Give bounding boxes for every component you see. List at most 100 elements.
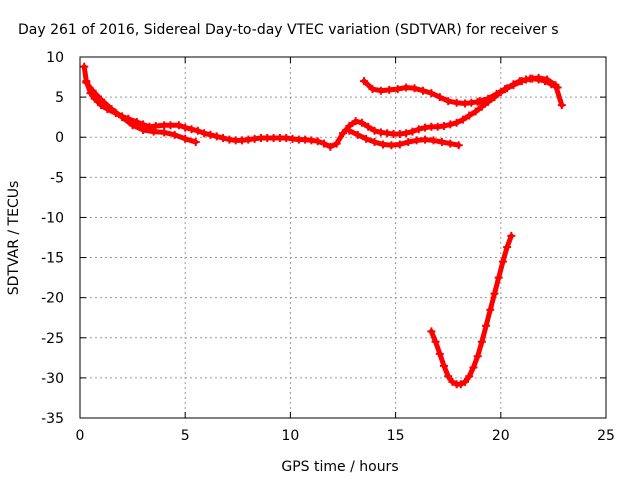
data-point (402, 83, 411, 92)
data-track (427, 231, 516, 389)
axis-ticks: 0 5 10 15 20 25 10 5 0 -5 -10 -15 -20 -25 -30 -35 (41, 50, 615, 444)
data-point (484, 94, 493, 103)
data-point (408, 127, 417, 136)
data-point (193, 126, 202, 135)
data-track (360, 77, 488, 108)
data-point (170, 130, 179, 139)
data-point (191, 138, 200, 147)
data-point (149, 127, 158, 136)
data-point (212, 132, 221, 141)
data-point (501, 85, 510, 94)
data-point (80, 62, 89, 71)
data-point (444, 97, 453, 106)
data-point (517, 77, 526, 86)
data-point (151, 121, 160, 130)
data-point (181, 134, 190, 143)
data-point (492, 89, 501, 98)
plot-frame (79, 56, 607, 419)
y-tick-label: -30 (41, 371, 64, 387)
track-line (81, 64, 561, 150)
data-point (364, 122, 373, 131)
data-point (385, 85, 394, 94)
data-point (376, 86, 385, 95)
data-point (370, 126, 379, 135)
y-tick-label: 0 (55, 130, 64, 146)
data-point (368, 85, 377, 94)
data-point (444, 372, 453, 381)
data-point (543, 75, 552, 84)
data-point (360, 77, 369, 86)
data-point (351, 117, 360, 126)
y-tick-label: -5 (50, 170, 64, 186)
y-tick-label: -15 (41, 251, 64, 267)
data-point (107, 105, 116, 114)
data-point (458, 115, 467, 124)
data-point (320, 139, 329, 148)
data-point (435, 349, 444, 358)
data-point (395, 140, 404, 149)
data-point (345, 126, 354, 135)
x-axis-label: GPS time / hours (281, 459, 398, 475)
y-tick-label: -25 (41, 331, 64, 347)
data-point (393, 85, 402, 94)
data-point (128, 121, 137, 130)
y-tick-label: 10 (46, 50, 64, 66)
data-point (414, 125, 423, 134)
x-tick-label: 10 (281, 428, 299, 444)
data-point (439, 121, 448, 130)
data-point (473, 352, 482, 361)
data-point (118, 113, 127, 122)
data-point (402, 129, 411, 138)
data-point (353, 130, 362, 139)
data-point (494, 273, 503, 282)
data-point (437, 138, 446, 147)
data-point (461, 377, 470, 386)
y-tick-label: -20 (41, 291, 64, 307)
data-point (498, 257, 507, 266)
data-point (166, 121, 175, 130)
data-point (427, 89, 436, 98)
grid-lines (80, 57, 606, 418)
data-point (82, 78, 91, 87)
data-point (370, 138, 379, 147)
data-points (80, 62, 566, 389)
data-point (452, 118, 461, 127)
data-point (448, 377, 457, 386)
data-point (174, 121, 183, 130)
data-point (200, 129, 209, 138)
data-point (482, 321, 491, 330)
data-track (475, 73, 566, 110)
data-point (206, 130, 215, 139)
data-point (410, 84, 419, 93)
data-point (187, 125, 196, 134)
data-point (477, 337, 486, 346)
data-point (446, 120, 455, 129)
data-point (326, 142, 335, 151)
y-tick-label: 5 (55, 90, 64, 106)
data-point (534, 73, 543, 82)
data-point (357, 118, 366, 127)
data-point (509, 81, 518, 90)
data-point (387, 141, 396, 150)
track-line (83, 80, 199, 145)
data-point (160, 128, 169, 137)
data-point (526, 74, 535, 83)
data-point (435, 93, 444, 102)
data-point (412, 136, 421, 145)
data-point (446, 139, 455, 148)
data-point (507, 231, 516, 240)
data-point (477, 102, 486, 111)
data-point (490, 289, 499, 298)
data-point (339, 129, 347, 138)
x-tick-label: 25 (597, 428, 615, 444)
data-point (362, 134, 371, 143)
data-point (452, 98, 461, 107)
x-tick-label: 0 (76, 428, 85, 444)
data-point (469, 363, 478, 372)
x-tick-label: 20 (492, 428, 510, 444)
data-track (345, 126, 463, 150)
data-point (181, 123, 190, 132)
data-point (454, 141, 463, 150)
data-point (557, 101, 566, 110)
